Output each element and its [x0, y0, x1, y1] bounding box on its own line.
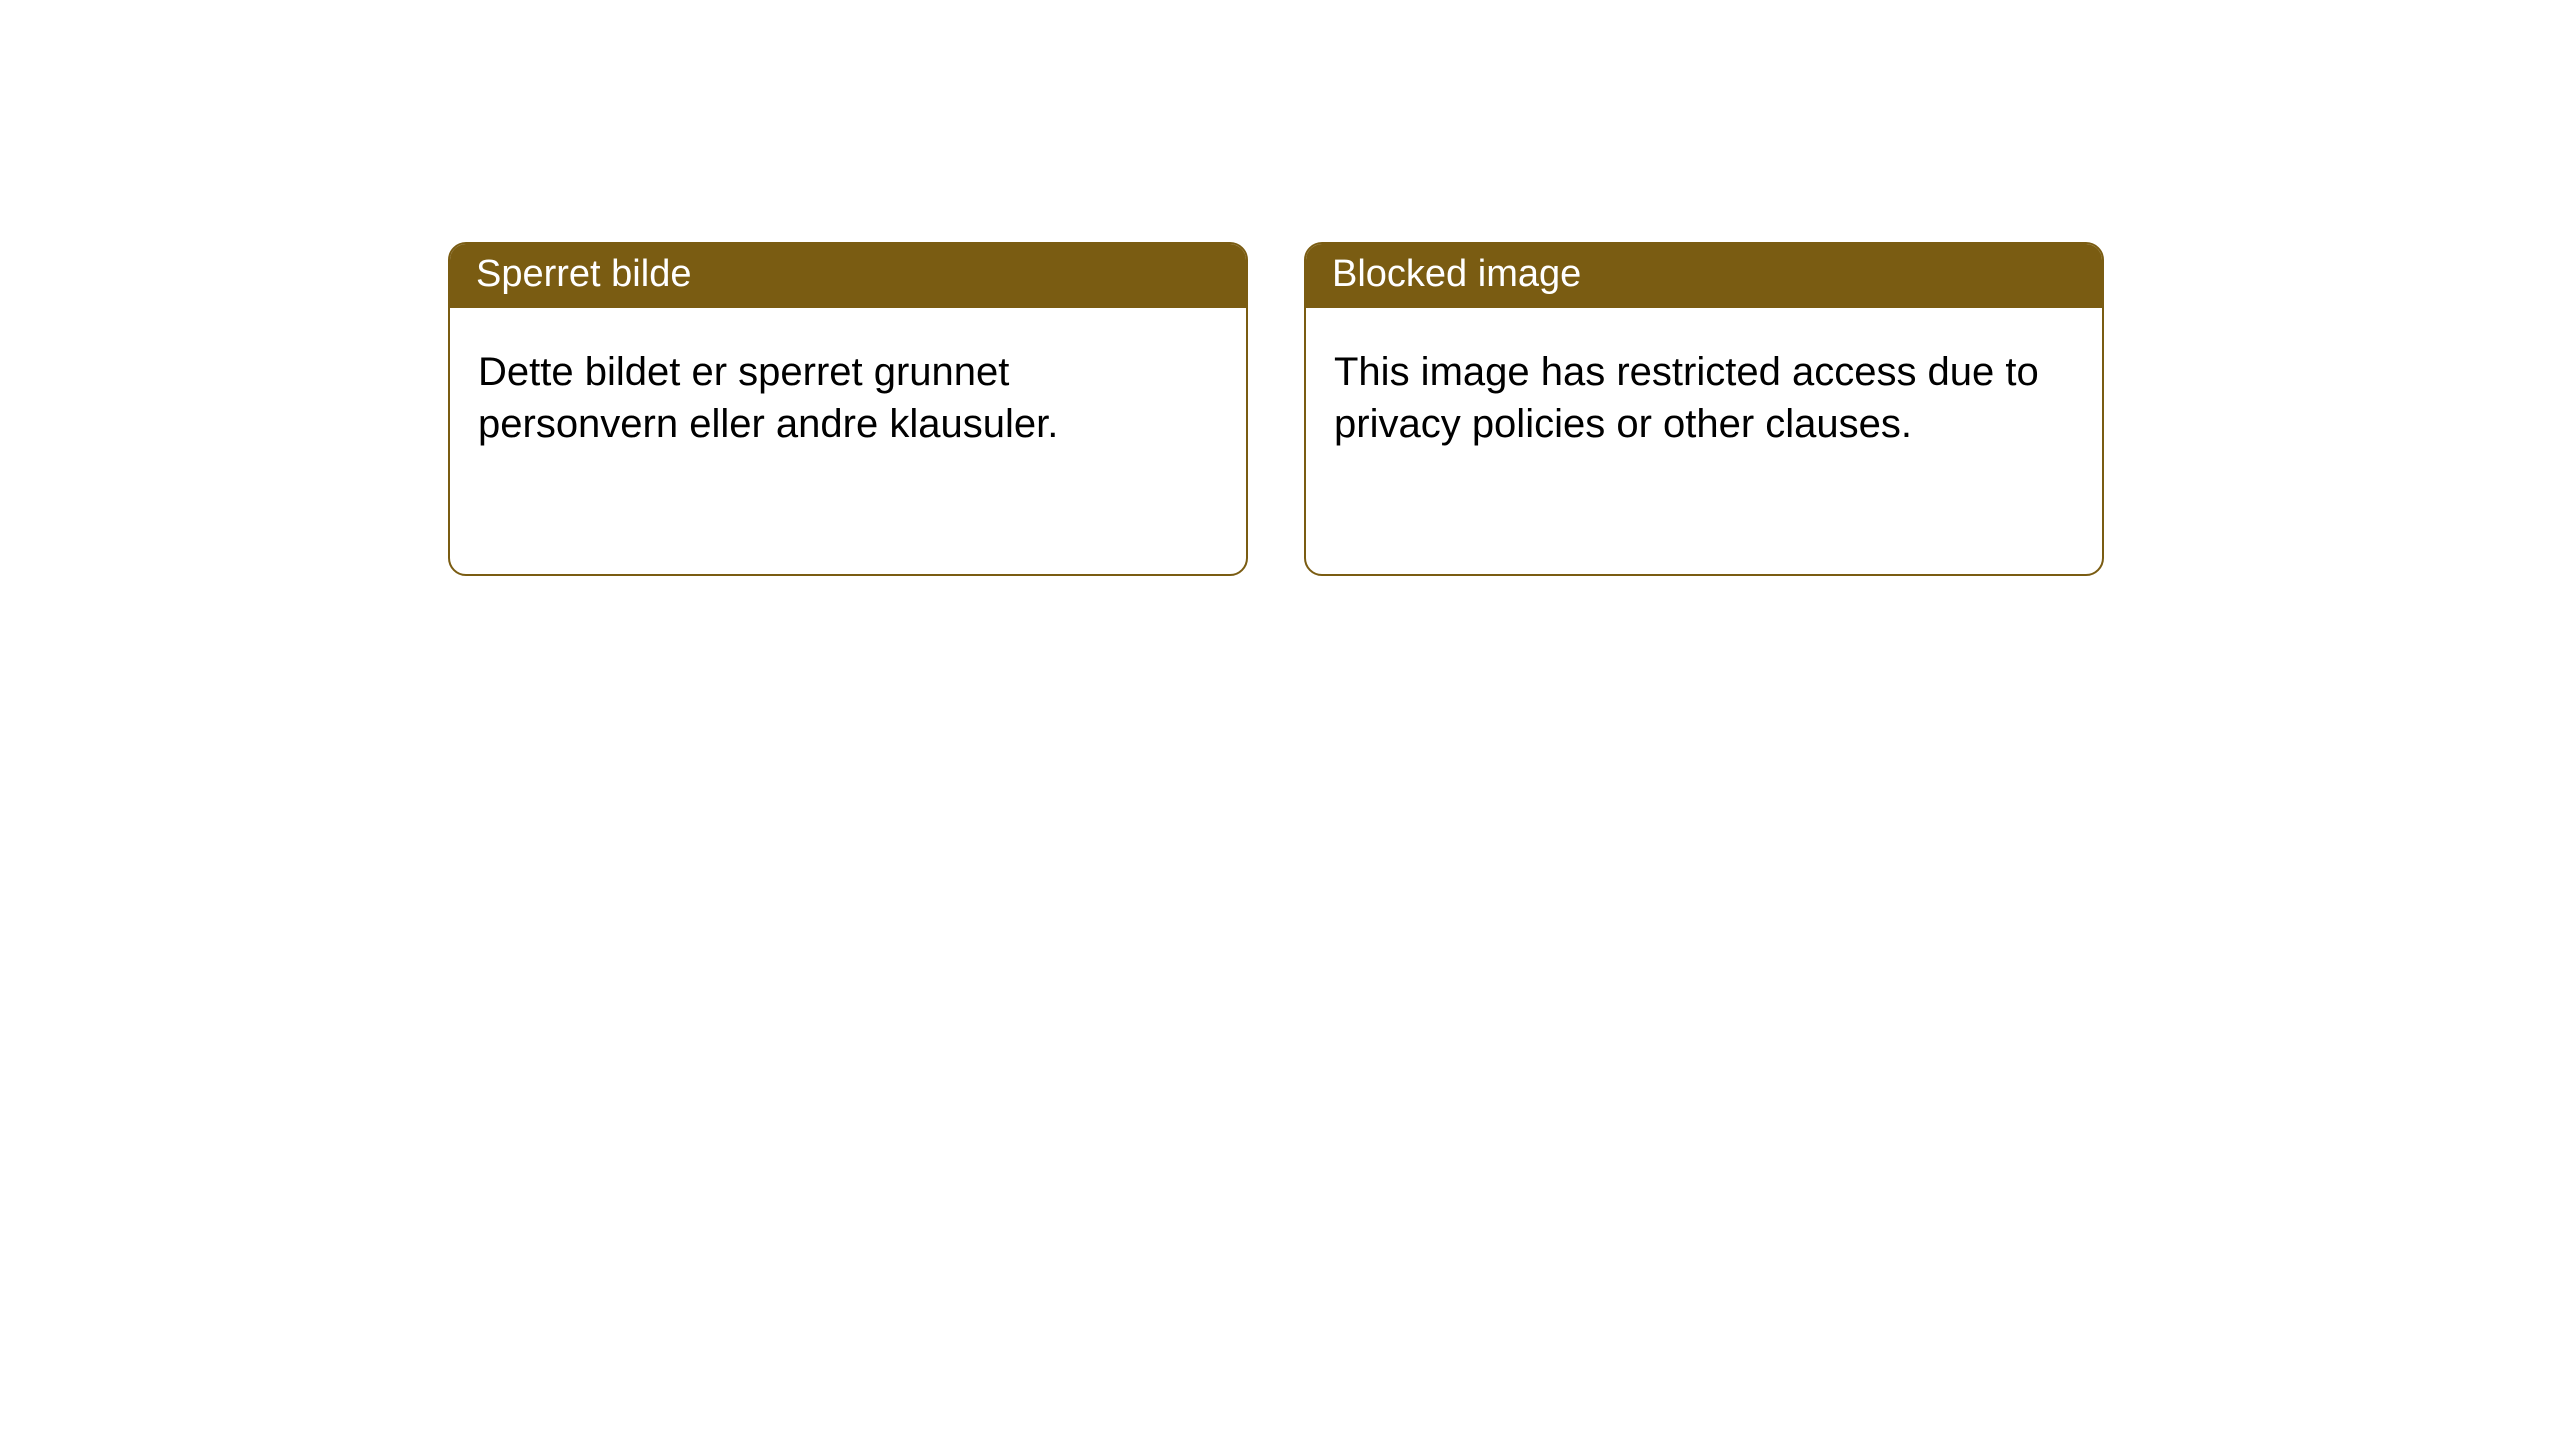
card-title-no: Sperret bilde: [476, 253, 691, 295]
card-title-en: Blocked image: [1332, 253, 1581, 295]
card-header-no: Sperret bilde: [450, 244, 1246, 308]
cards-container: Sperret bilde Dette bildet er sperret gr…: [0, 0, 2560, 576]
card-message-no: Dette bildet er sperret grunnet personve…: [478, 350, 1058, 446]
card-header-en: Blocked image: [1306, 244, 2102, 308]
blocked-image-card-en: Blocked image This image has restricted …: [1304, 242, 2104, 576]
card-body-no: Dette bildet er sperret grunnet personve…: [450, 308, 1246, 488]
card-body-en: This image has restricted access due to …: [1306, 308, 2102, 488]
blocked-image-card-no: Sperret bilde Dette bildet er sperret gr…: [448, 242, 1248, 576]
card-message-en: This image has restricted access due to …: [1334, 350, 2039, 446]
